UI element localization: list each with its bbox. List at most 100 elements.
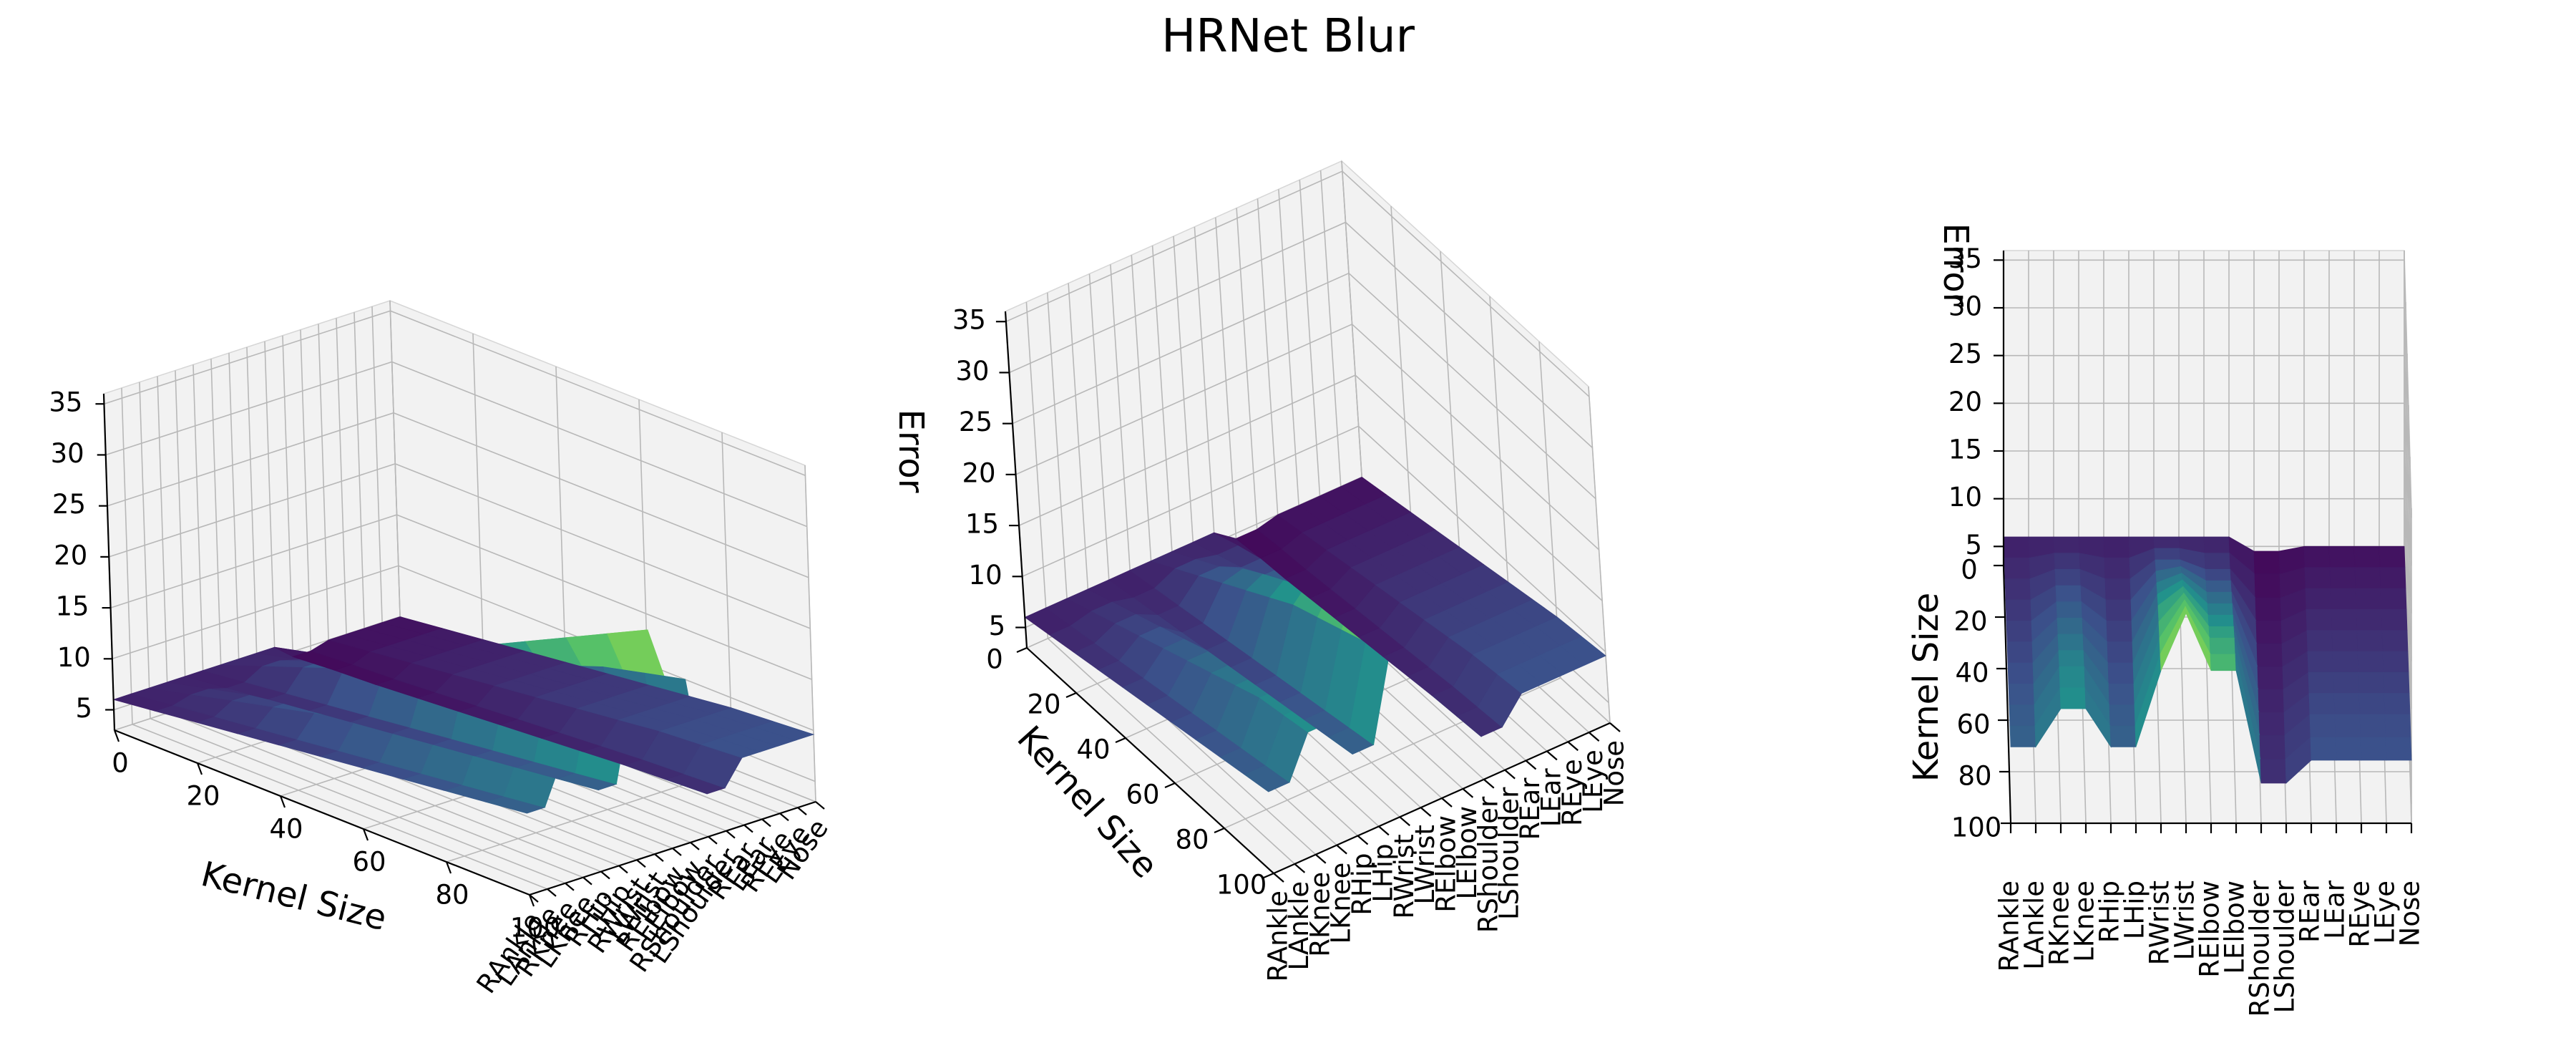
surface-facet	[2205, 568, 2232, 581]
error-tick-label: 10	[57, 642, 91, 673]
kernel-tick-label: 0	[986, 644, 1003, 675]
gridline	[1018, 374, 1603, 601]
surface-facet	[2004, 578, 2031, 601]
kernel-tick-label: 80	[435, 880, 469, 911]
surface-facet	[2057, 617, 2084, 635]
surface-facet	[2257, 666, 2284, 690]
kernel-tick	[113, 729, 120, 742]
joint-tick-label: LHip	[2119, 881, 2150, 939]
surface-facet	[2207, 614, 2235, 627]
joint-tick-label: RAnkle	[1994, 881, 2025, 971]
surface-facet	[2009, 704, 2036, 727]
surface-facet	[2255, 597, 2282, 621]
kernel-tick-label: 60	[1956, 709, 1990, 740]
joint-tick-label: LHip	[1367, 843, 1398, 902]
kernel-axis-line	[2002, 565, 2012, 824]
error-tick-label: 25	[52, 489, 86, 520]
surface-facet	[2359, 714, 2386, 738]
kernel-tick	[279, 795, 286, 808]
surface-facet	[2308, 671, 2335, 694]
surface-facet	[2255, 620, 2283, 644]
joint-tick	[761, 818, 771, 828]
surface-facet	[2056, 601, 2083, 619]
kernel-tick	[1164, 782, 1176, 789]
surface-facet	[2357, 651, 2384, 673]
kernel-tick	[1115, 737, 1126, 744]
error-tick-label: 25	[1948, 339, 1982, 369]
joint-tick-label: RShoulder	[1473, 796, 1503, 933]
error-tick-label: 15	[965, 509, 999, 540]
surface-facet	[2203, 536, 2230, 554]
error-axis-label: Error	[1936, 223, 1976, 307]
joint-tick	[1420, 807, 1432, 817]
joint-tick	[779, 813, 789, 822]
kernel-tick-label: 40	[1955, 658, 1989, 689]
surface-facet	[2058, 650, 2085, 667]
error-tick-label: 15	[55, 591, 89, 622]
kernel-tick	[1065, 692, 1077, 699]
joint-tick	[726, 830, 736, 839]
error-tick-label: 30	[1948, 291, 1982, 322]
joint-tick-label: RWrist	[2145, 881, 2175, 965]
surface-facet	[2303, 545, 2331, 568]
kernel-tick-label: 80	[1175, 825, 1209, 855]
error-axis-line	[102, 393, 116, 731]
joint-tick-label: LEye	[2370, 881, 2401, 944]
gridline	[110, 514, 812, 680]
surface-facet	[2106, 620, 2133, 643]
joint-tick-label: REye	[1557, 759, 1588, 826]
surface-facet	[2059, 666, 2086, 689]
kernel-tick	[1263, 872, 1274, 879]
error-tick-label: 10	[969, 560, 1002, 591]
joint-tick	[1567, 741, 1579, 752]
surface-facet	[2335, 737, 2362, 761]
joint-tick-label: LShoulder	[1494, 787, 1525, 920]
kernel-size-axis-label: Kernel Size	[1906, 593, 1946, 782]
gridline	[104, 310, 806, 476]
kernel-tick-label: 60	[352, 847, 386, 878]
joint-tick-label: REar	[2295, 880, 2326, 943]
joint-tick-label: LEye	[1578, 750, 1609, 813]
joint-tick-label: LAnkle	[2019, 881, 2050, 970]
surface-facet	[2358, 693, 2386, 715]
surface-facet	[2309, 714, 2336, 738]
surface-facet	[2109, 725, 2137, 747]
surface-facet	[2207, 603, 2234, 616]
joint-tick	[1315, 853, 1327, 864]
surface-facet	[2104, 578, 2132, 601]
surface-facet	[2254, 573, 2281, 598]
kernel-tick-label: 40	[269, 814, 303, 845]
surface-facet	[2331, 630, 2358, 652]
kernel-tick-label: 20	[1027, 689, 1060, 720]
surface-facet	[2331, 608, 2358, 631]
surface-facet	[2307, 651, 2334, 673]
surface-facet	[2206, 591, 2233, 604]
joint-tick	[1546, 750, 1558, 761]
joint-tick-label: LElbow	[2220, 881, 2250, 974]
surface-facet	[2005, 599, 2032, 621]
surface-facet	[2304, 567, 2331, 589]
joint-tick	[1462, 788, 1474, 798]
surface-facet	[2006, 620, 2033, 643]
joint-tick	[654, 853, 664, 862]
gridline	[2004, 402, 2412, 661]
joint-tick	[636, 859, 646, 868]
joint-tick	[672, 848, 682, 856]
error-axis-label: Error	[891, 409, 931, 493]
surface-facet	[2310, 737, 2337, 761]
surface-facet	[2054, 553, 2081, 570]
kernel-axis-line	[114, 729, 530, 896]
joint-tick	[1441, 797, 1453, 807]
joint-tick-label: RShoulder	[2245, 880, 2275, 1017]
surface-facet	[2053, 536, 2080, 554]
joint-tick-label: LKnee	[1326, 863, 1357, 944]
gridline	[2004, 259, 2412, 518]
joint-tick-label: LEar	[2320, 880, 2351, 939]
error-tick-label: 5	[989, 611, 1006, 641]
error-tick-label: 30	[955, 356, 989, 387]
joint-tick	[1273, 873, 1284, 883]
joint-tick	[1504, 769, 1516, 780]
kernel-tick-label: 0	[112, 748, 129, 779]
surface-facet	[2329, 567, 2356, 589]
surface-facet	[2253, 550, 2280, 575]
